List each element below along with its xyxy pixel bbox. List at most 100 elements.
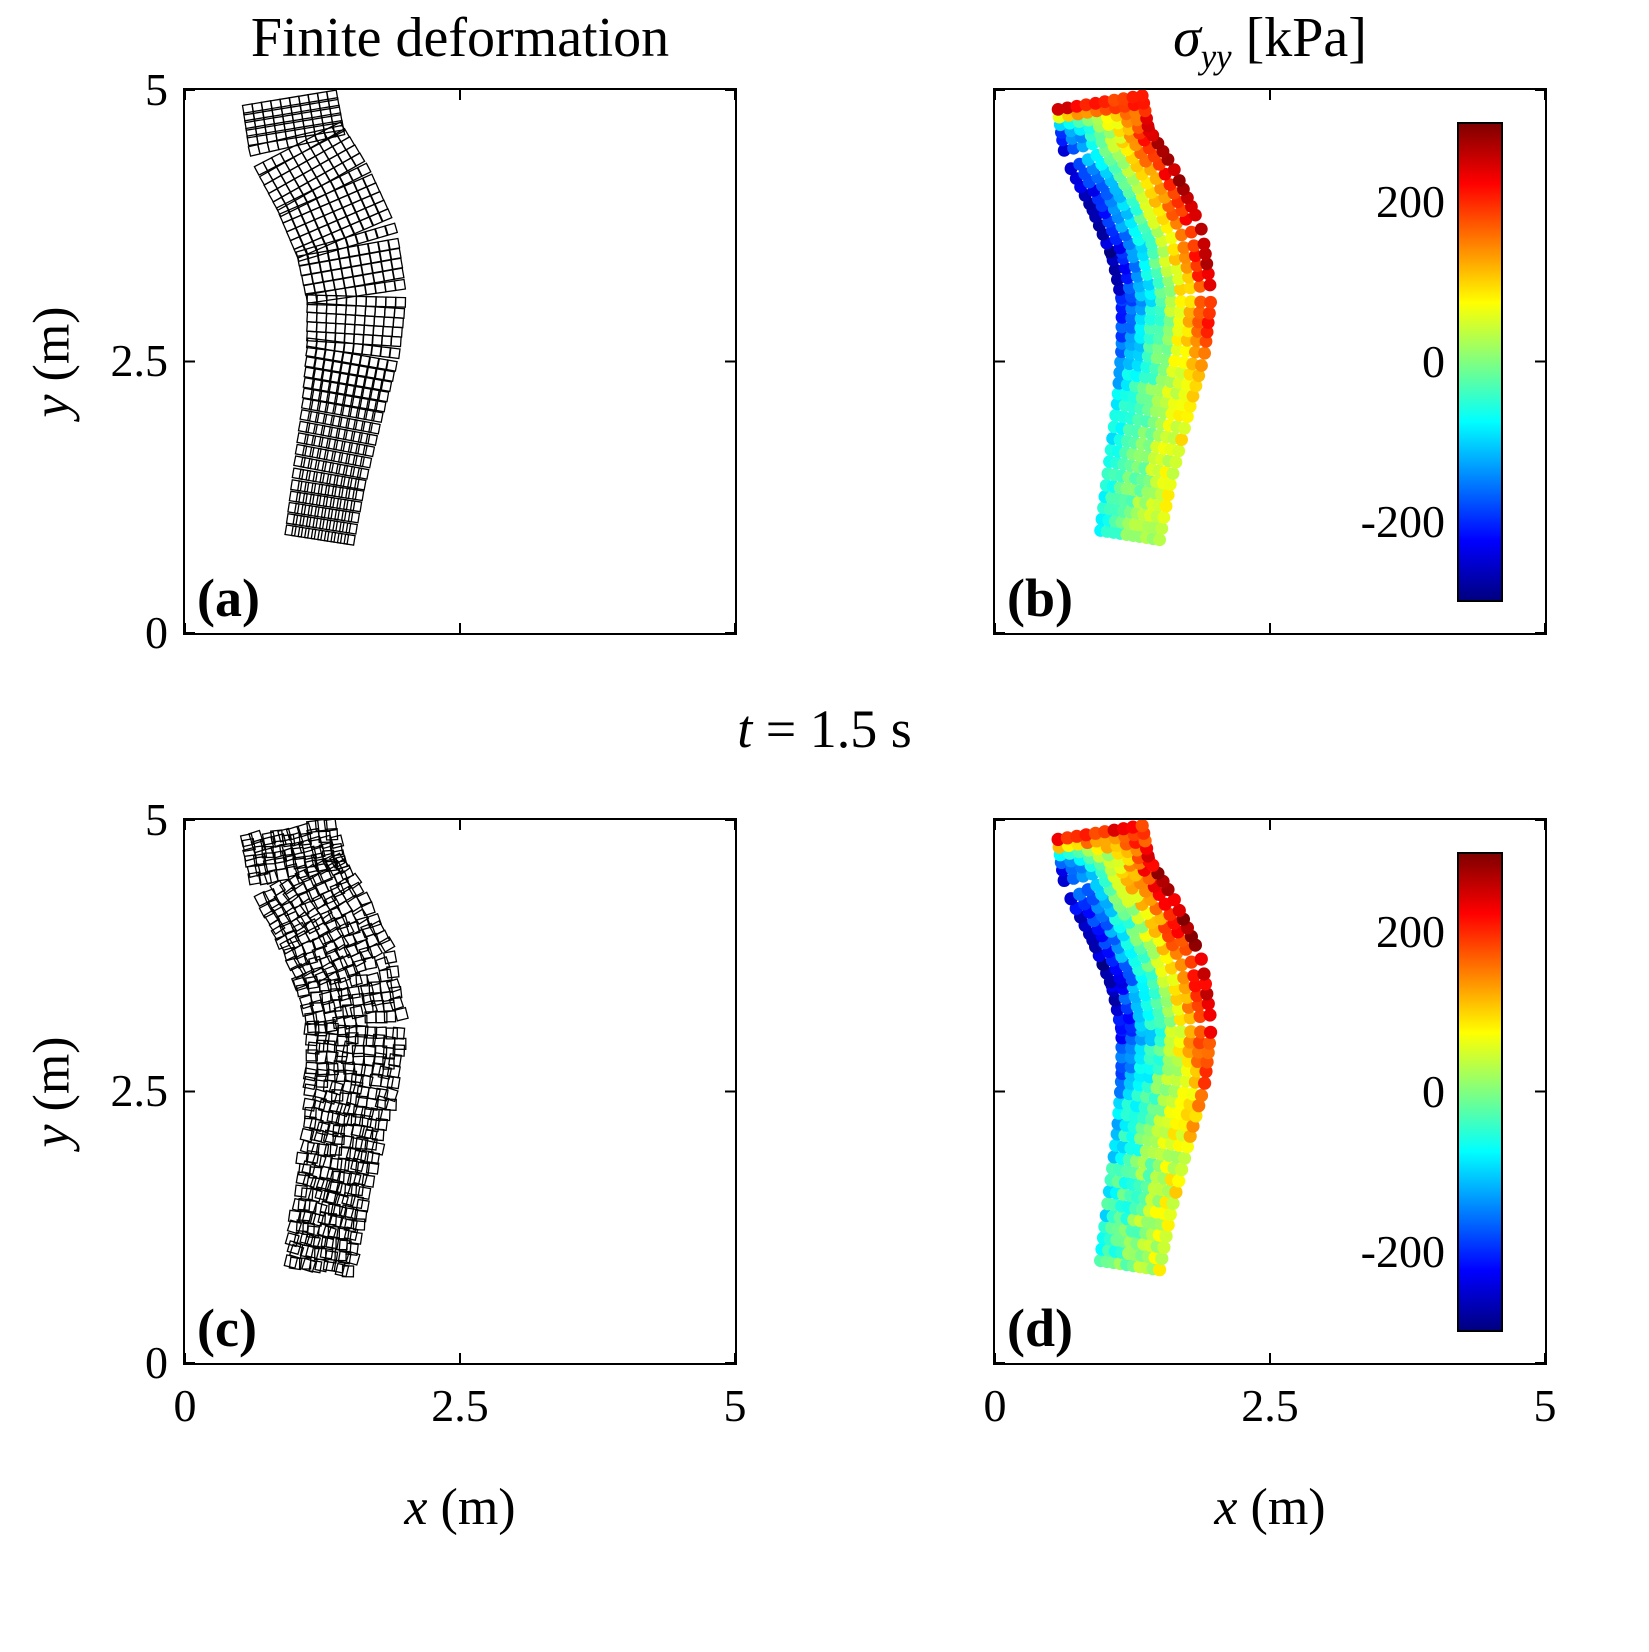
material-point-cell xyxy=(347,244,360,258)
material-point-cell xyxy=(329,1157,343,1172)
material-point-dot xyxy=(1113,283,1126,296)
material-point-cell xyxy=(302,1075,318,1091)
colorbar-d-tick-200: 200 xyxy=(1376,906,1445,957)
material-point-cell xyxy=(323,145,339,161)
material-point-cell xyxy=(325,970,342,986)
material-point-cell xyxy=(392,1044,406,1057)
material-point-cell xyxy=(352,1105,366,1119)
material-point-cell xyxy=(267,187,283,203)
material-point-cell xyxy=(316,1062,330,1076)
material-point-cell xyxy=(350,430,364,444)
material-point-dot xyxy=(1166,1196,1180,1211)
material-point-cell xyxy=(243,854,258,868)
material-point-cell xyxy=(322,1189,337,1204)
material-point-cell xyxy=(371,378,384,391)
material-point-dot xyxy=(1190,259,1204,272)
material-point-cell xyxy=(358,945,374,962)
material-point-cell xyxy=(241,837,256,853)
material-point-cell xyxy=(329,414,343,428)
material-point-cell xyxy=(338,256,352,270)
material-point-cell xyxy=(293,173,309,189)
ylabel-top: y (m) xyxy=(23,306,82,417)
material-point-dot xyxy=(1192,269,1205,282)
material-point-cell xyxy=(349,465,363,479)
material-point-cell xyxy=(285,512,299,526)
material-point-cell xyxy=(357,431,371,445)
material-point-dot xyxy=(1180,990,1194,1004)
material-point-dot xyxy=(1128,989,1142,1003)
material-point-dot xyxy=(1152,1005,1166,1020)
material-point-cell xyxy=(294,1184,308,1198)
panel-d-axes: (d) 200 0 -200 xyxy=(993,818,1547,1365)
material-point-cell xyxy=(375,296,387,308)
material-point-cell xyxy=(302,1115,317,1130)
material-point-cell xyxy=(386,965,400,979)
material-point-cell xyxy=(347,511,361,524)
material-point-cell xyxy=(377,1065,393,1080)
material-point-dot xyxy=(1198,1076,1212,1090)
material-point-cell xyxy=(326,1109,341,1124)
material-point-cell xyxy=(325,828,339,841)
material-point-cell xyxy=(383,280,397,293)
material-point-cell xyxy=(364,283,377,296)
material-point-dot xyxy=(1194,952,1208,966)
material-point-cell xyxy=(374,225,389,239)
material-point-cell xyxy=(368,388,382,401)
material-point-cell xyxy=(388,347,401,360)
material-point-cell xyxy=(382,950,398,965)
material-point-cell xyxy=(248,829,264,846)
material-point-dot xyxy=(1183,1129,1197,1143)
material-point-cell xyxy=(342,1004,355,1017)
material-point-cell xyxy=(309,1128,324,1143)
material-point-dot xyxy=(1138,988,1152,1002)
material-point-cell xyxy=(312,423,326,437)
material-point-dot xyxy=(1172,903,1186,918)
material-point-dot xyxy=(1163,1207,1177,1221)
material-point-cell xyxy=(355,1198,370,1213)
material-point-cell xyxy=(297,526,310,539)
material-point-dot xyxy=(1175,1163,1189,1177)
material-point-dot xyxy=(1190,989,1204,1003)
material-point-cell xyxy=(340,135,356,151)
material-point-dot xyxy=(1172,174,1186,187)
material-point-cell xyxy=(335,382,349,396)
material-point-cell xyxy=(354,305,367,317)
material-point-cell xyxy=(326,1062,339,1076)
material-point-dot xyxy=(1200,987,1214,1001)
material-point-cell xyxy=(319,909,336,926)
material-point-cell xyxy=(346,476,360,490)
material-point-cell xyxy=(358,252,372,266)
material-point-cell xyxy=(290,962,307,980)
material-point-cell xyxy=(305,1234,322,1250)
material-point-cell xyxy=(327,508,341,521)
ylabel-bottom: y (m) xyxy=(23,1036,82,1147)
material-point-dot xyxy=(1140,997,1154,1011)
material-point-cell xyxy=(289,186,305,202)
xlabel-left-rest: (m) xyxy=(427,1479,516,1536)
material-point-cell xyxy=(359,455,373,469)
material-point-cell xyxy=(353,323,366,336)
material-point-cell xyxy=(349,353,363,366)
material-point-cell xyxy=(310,163,326,179)
material-point-dot xyxy=(1174,1024,1188,1039)
material-point-cell xyxy=(273,849,288,865)
material-point-cell xyxy=(300,456,313,470)
material-point-cell xyxy=(354,284,367,297)
material-point-dot xyxy=(1173,1012,1188,1026)
material-point-cell xyxy=(303,433,317,447)
material-point-cell xyxy=(388,985,403,1000)
material-point-dot xyxy=(1152,276,1166,289)
material-point-cell xyxy=(335,427,349,441)
material-point-cell xyxy=(311,844,326,860)
material-point-cell xyxy=(354,375,367,388)
material-point-cell xyxy=(320,269,334,283)
material-point-cell xyxy=(337,372,350,385)
material-point-cell xyxy=(326,1166,341,1182)
material-point-cell xyxy=(351,928,369,945)
material-point-cell xyxy=(305,421,319,435)
material-point-cell xyxy=(287,1209,302,1224)
material-point-cell xyxy=(322,1129,338,1144)
material-point-cell xyxy=(355,891,373,908)
material-point-dot xyxy=(1190,334,1203,348)
material-point-cell xyxy=(324,1031,339,1046)
